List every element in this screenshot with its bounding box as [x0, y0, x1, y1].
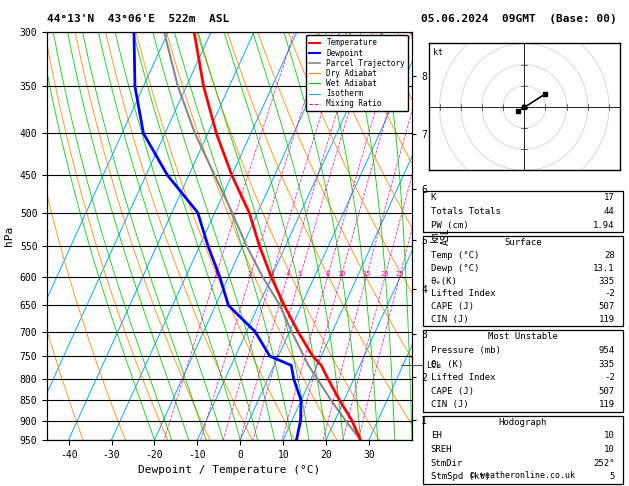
Text: SREH: SREH — [431, 445, 452, 454]
Text: 119: 119 — [599, 400, 615, 409]
Text: PW (cm): PW (cm) — [431, 221, 469, 230]
Text: CAPE (J): CAPE (J) — [431, 387, 474, 396]
Text: LCL: LCL — [426, 361, 442, 370]
Text: Surface: Surface — [504, 238, 542, 247]
Text: Most Unstable: Most Unstable — [487, 332, 558, 341]
Text: 05.06.2024  09GMT  (Base: 00): 05.06.2024 09GMT (Base: 00) — [421, 14, 617, 24]
Text: 3: 3 — [269, 271, 274, 277]
Text: EH: EH — [431, 432, 442, 440]
Text: θₑ (K): θₑ (K) — [431, 360, 463, 368]
Text: 10: 10 — [604, 432, 615, 440]
Text: 8: 8 — [325, 271, 330, 277]
Text: 13.1: 13.1 — [593, 264, 615, 273]
Text: 507: 507 — [599, 302, 615, 312]
Text: CIN (J): CIN (J) — [431, 400, 469, 409]
Text: Temp (°C): Temp (°C) — [431, 251, 479, 260]
Text: Lifted Index: Lifted Index — [431, 290, 495, 298]
Text: Lifted Index: Lifted Index — [431, 373, 495, 382]
Text: K: K — [431, 193, 436, 202]
Text: StmDir: StmDir — [431, 459, 463, 468]
X-axis label: Dewpoint / Temperature (°C): Dewpoint / Temperature (°C) — [138, 465, 321, 475]
Text: CAPE (J): CAPE (J) — [431, 302, 474, 312]
Text: CIN (J): CIN (J) — [431, 315, 469, 324]
Text: © weatheronline.co.uk: © weatheronline.co.uk — [470, 471, 575, 480]
Text: kt: kt — [433, 48, 443, 57]
Text: StmSpd (kt): StmSpd (kt) — [431, 472, 490, 481]
Text: 44: 44 — [604, 207, 615, 216]
Text: Hodograph: Hodograph — [499, 418, 547, 427]
Text: 4: 4 — [286, 271, 289, 277]
Text: 17: 17 — [604, 193, 615, 202]
Text: 507: 507 — [599, 387, 615, 396]
Text: 10: 10 — [337, 271, 345, 277]
Text: 5: 5 — [298, 271, 302, 277]
Text: 20: 20 — [381, 271, 389, 277]
Text: Totals Totals: Totals Totals — [431, 207, 501, 216]
Text: 119: 119 — [599, 315, 615, 324]
Text: θₑ(K): θₑ(K) — [431, 277, 457, 286]
Text: 335: 335 — [599, 360, 615, 368]
Text: 335: 335 — [599, 277, 615, 286]
Text: 2: 2 — [248, 271, 252, 277]
Text: 44°13'N  43°06'E  522m  ASL: 44°13'N 43°06'E 522m ASL — [47, 14, 230, 24]
Text: 10: 10 — [604, 445, 615, 454]
Text: Pressure (mb): Pressure (mb) — [431, 346, 501, 355]
Y-axis label: hPa: hPa — [4, 226, 14, 246]
Legend: Temperature, Dewpoint, Parcel Trajectory, Dry Adiabat, Wet Adiabat, Isotherm, Mi: Temperature, Dewpoint, Parcel Trajectory… — [306, 35, 408, 111]
Text: 25: 25 — [395, 271, 404, 277]
Text: 954: 954 — [599, 346, 615, 355]
Text: 1.94: 1.94 — [593, 221, 615, 230]
Text: 5: 5 — [610, 472, 615, 481]
Text: 1: 1 — [213, 271, 218, 277]
Text: -2: -2 — [604, 373, 615, 382]
Text: 252°: 252° — [593, 459, 615, 468]
Text: 15: 15 — [362, 271, 370, 277]
Y-axis label: km
ASL: km ASL — [430, 227, 451, 244]
Text: Dewp (°C): Dewp (°C) — [431, 264, 479, 273]
Text: 28: 28 — [604, 251, 615, 260]
Text: -2: -2 — [604, 290, 615, 298]
